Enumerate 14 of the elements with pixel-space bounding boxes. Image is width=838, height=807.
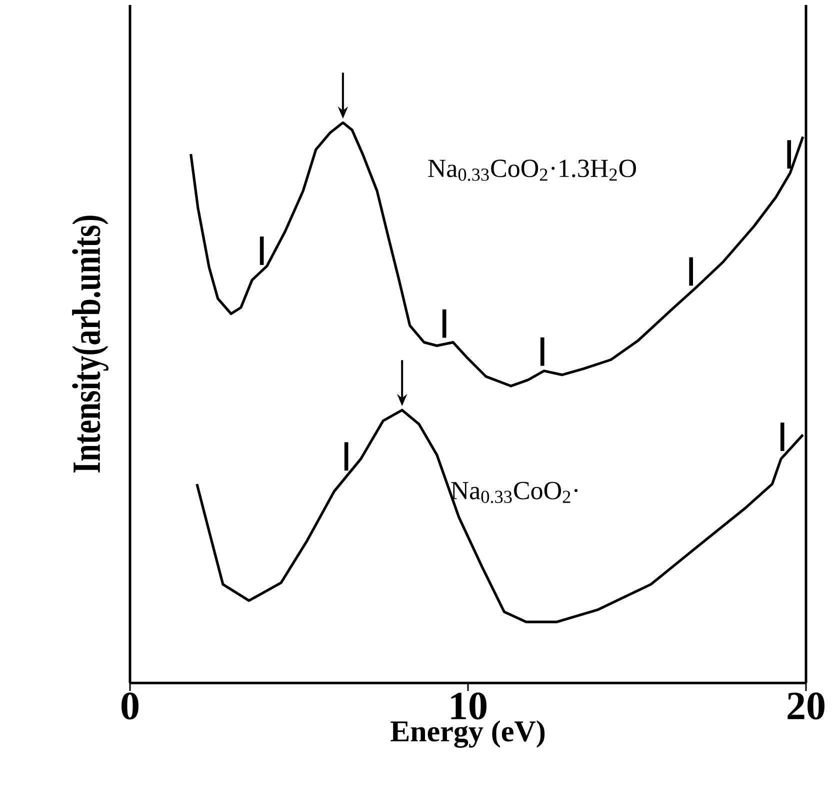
annotation: | [780, 422, 784, 451]
text: Na$_{0.33}$CoO$_{2}$·1.3H$_{2}$O [428, 160, 636, 181]
x-axis-title: Energy (eV) [390, 720, 545, 748]
annotation: | [344, 442, 348, 471]
series-label: Na$_{0.33}$CoO$_{2}$· [451, 482, 578, 504]
annotation: | [540, 337, 544, 366]
annotation: | [260, 236, 264, 265]
x-tick-label: 10 [451, 692, 486, 720]
y-axis-title: Intensity(arb.units) [72, 216, 108, 473]
x-tick-label: 0 [122, 692, 138, 720]
annotation: | [787, 140, 792, 169]
annotation: | [689, 257, 694, 286]
x-tick-label: 20 [788, 692, 824, 720]
annotation: | [442, 309, 446, 338]
